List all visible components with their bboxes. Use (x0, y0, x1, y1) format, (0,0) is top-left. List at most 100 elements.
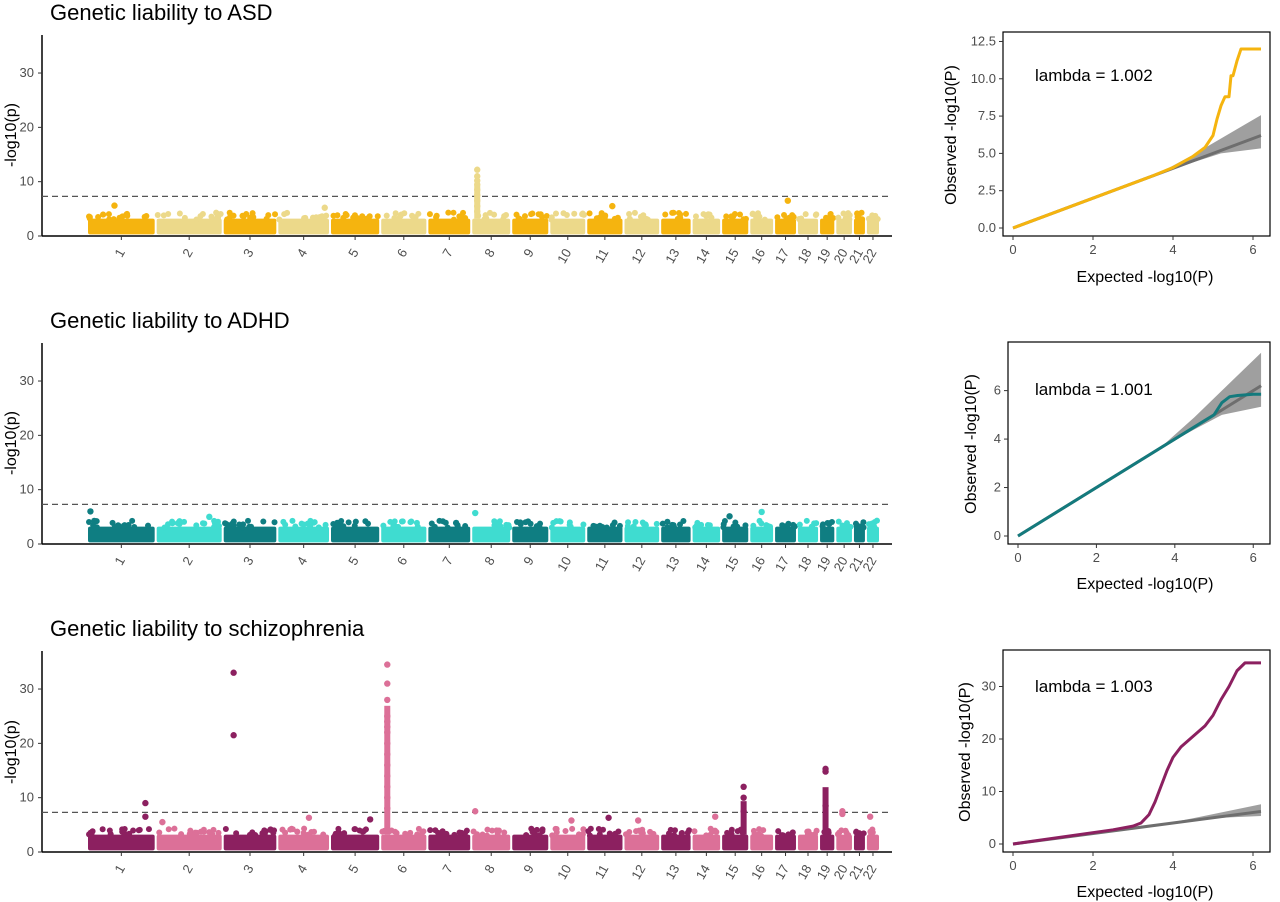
snp-point (215, 829, 222, 836)
chromosome-band (88, 218, 155, 235)
snp-point (334, 212, 341, 219)
x-tick-label: 16 (748, 246, 768, 266)
snp-point (740, 808, 747, 815)
snp-point (99, 826, 106, 833)
chromosome-band (853, 526, 865, 543)
snp-point (827, 211, 834, 218)
snp-point (474, 173, 481, 180)
snp-point (859, 216, 866, 223)
snp-point (730, 213, 737, 220)
snp-point (318, 213, 325, 220)
snp-point (548, 524, 555, 531)
snp-point (803, 517, 810, 524)
snp-point (443, 830, 450, 837)
snp-point (301, 215, 308, 222)
chromosome-band (223, 526, 277, 543)
snp-point (228, 520, 235, 527)
snp-point (307, 523, 314, 530)
snp-point (222, 825, 229, 832)
x-tick-label: 6 (394, 862, 411, 876)
snp-point (500, 216, 507, 223)
snp-point (869, 212, 876, 219)
snp-point (774, 214, 781, 221)
snp-point (549, 832, 556, 839)
snp-point (536, 524, 543, 531)
snp-point (664, 518, 671, 525)
x-tick-label: 7 (439, 246, 456, 260)
snp-point (239, 524, 246, 531)
chromosome-band (587, 834, 623, 851)
snp-point (366, 816, 374, 823)
chromosome-band (156, 218, 222, 235)
snp-point (489, 827, 496, 834)
x-tick-label: 0 (1009, 858, 1016, 873)
y-tick-label: 20 (982, 731, 996, 746)
snp-point (758, 520, 765, 527)
snp-point (605, 814, 612, 821)
snp-point (384, 661, 391, 668)
snp-point (142, 813, 149, 820)
snp-point (300, 830, 307, 837)
snp-point (491, 518, 498, 525)
snp-point (839, 808, 846, 815)
snp-point (233, 830, 240, 837)
x-tick-label: 6 (1249, 858, 1256, 873)
chromosome-band (624, 526, 660, 543)
chromosome-band (472, 526, 511, 543)
x-tick-label: 18 (794, 246, 814, 266)
snp-point (609, 202, 616, 210)
manhattan-title: Genetic liability to ASD (50, 0, 273, 25)
observed-line (1012, 661, 1261, 846)
snp-point (322, 521, 329, 528)
snp-point (609, 522, 616, 529)
snp-point (775, 828, 782, 835)
observed-line (1012, 47, 1261, 230)
snp-point (562, 827, 569, 834)
y-tick-label: 6 (994, 383, 1001, 398)
chromosome-band (550, 834, 586, 851)
snp-point (873, 517, 880, 524)
snp-point (749, 211, 756, 218)
x-tick-label: 8 (481, 862, 498, 876)
snp-point (694, 519, 701, 526)
chromosome-band (866, 526, 879, 543)
qq-ylabel: Observed -log10(P) (963, 374, 980, 514)
snp-point (755, 831, 762, 838)
plot-frame (1007, 341, 1271, 545)
snp-point (165, 211, 172, 218)
snp-point (819, 523, 826, 530)
snp-point (261, 827, 268, 834)
x-tick-label: 8 (481, 554, 498, 568)
x-tick-label: 20 (831, 554, 851, 574)
y-tick-label: 0.0 (978, 220, 996, 235)
snp-point (568, 817, 575, 824)
snp-point (644, 216, 651, 223)
chromosome-band (692, 834, 721, 851)
x-tick-label: 21 (846, 554, 866, 574)
snp-point (802, 211, 809, 218)
snp-point (567, 523, 574, 530)
x-tick-label: 2 (179, 862, 196, 876)
x-tick-label: 4 (1169, 858, 1176, 873)
x-tick-label: 5 (345, 862, 362, 876)
y-tick-label: 2.5 (978, 183, 996, 198)
chromosome-band (428, 218, 471, 235)
chromosome-band (797, 834, 819, 851)
snp-point (100, 211, 107, 218)
snp-point (726, 513, 733, 520)
x-tick-label: 11 (592, 554, 612, 573)
snp-point (215, 522, 222, 529)
x-tick-label: 4 (294, 862, 311, 876)
snp-point (384, 783, 391, 791)
x-tick-label: 15 (722, 862, 742, 882)
snp-point (384, 696, 391, 704)
snp-point (374, 213, 381, 220)
snp-point (712, 813, 719, 820)
snp-point (472, 509, 479, 517)
snp-point (171, 825, 178, 832)
chromosome-band (223, 218, 277, 235)
snp-point (704, 521, 711, 528)
lambda-annotation: lambda = 1.002 (1035, 66, 1153, 85)
snp-point (736, 211, 743, 218)
x-tick-label: 16 (748, 554, 768, 574)
